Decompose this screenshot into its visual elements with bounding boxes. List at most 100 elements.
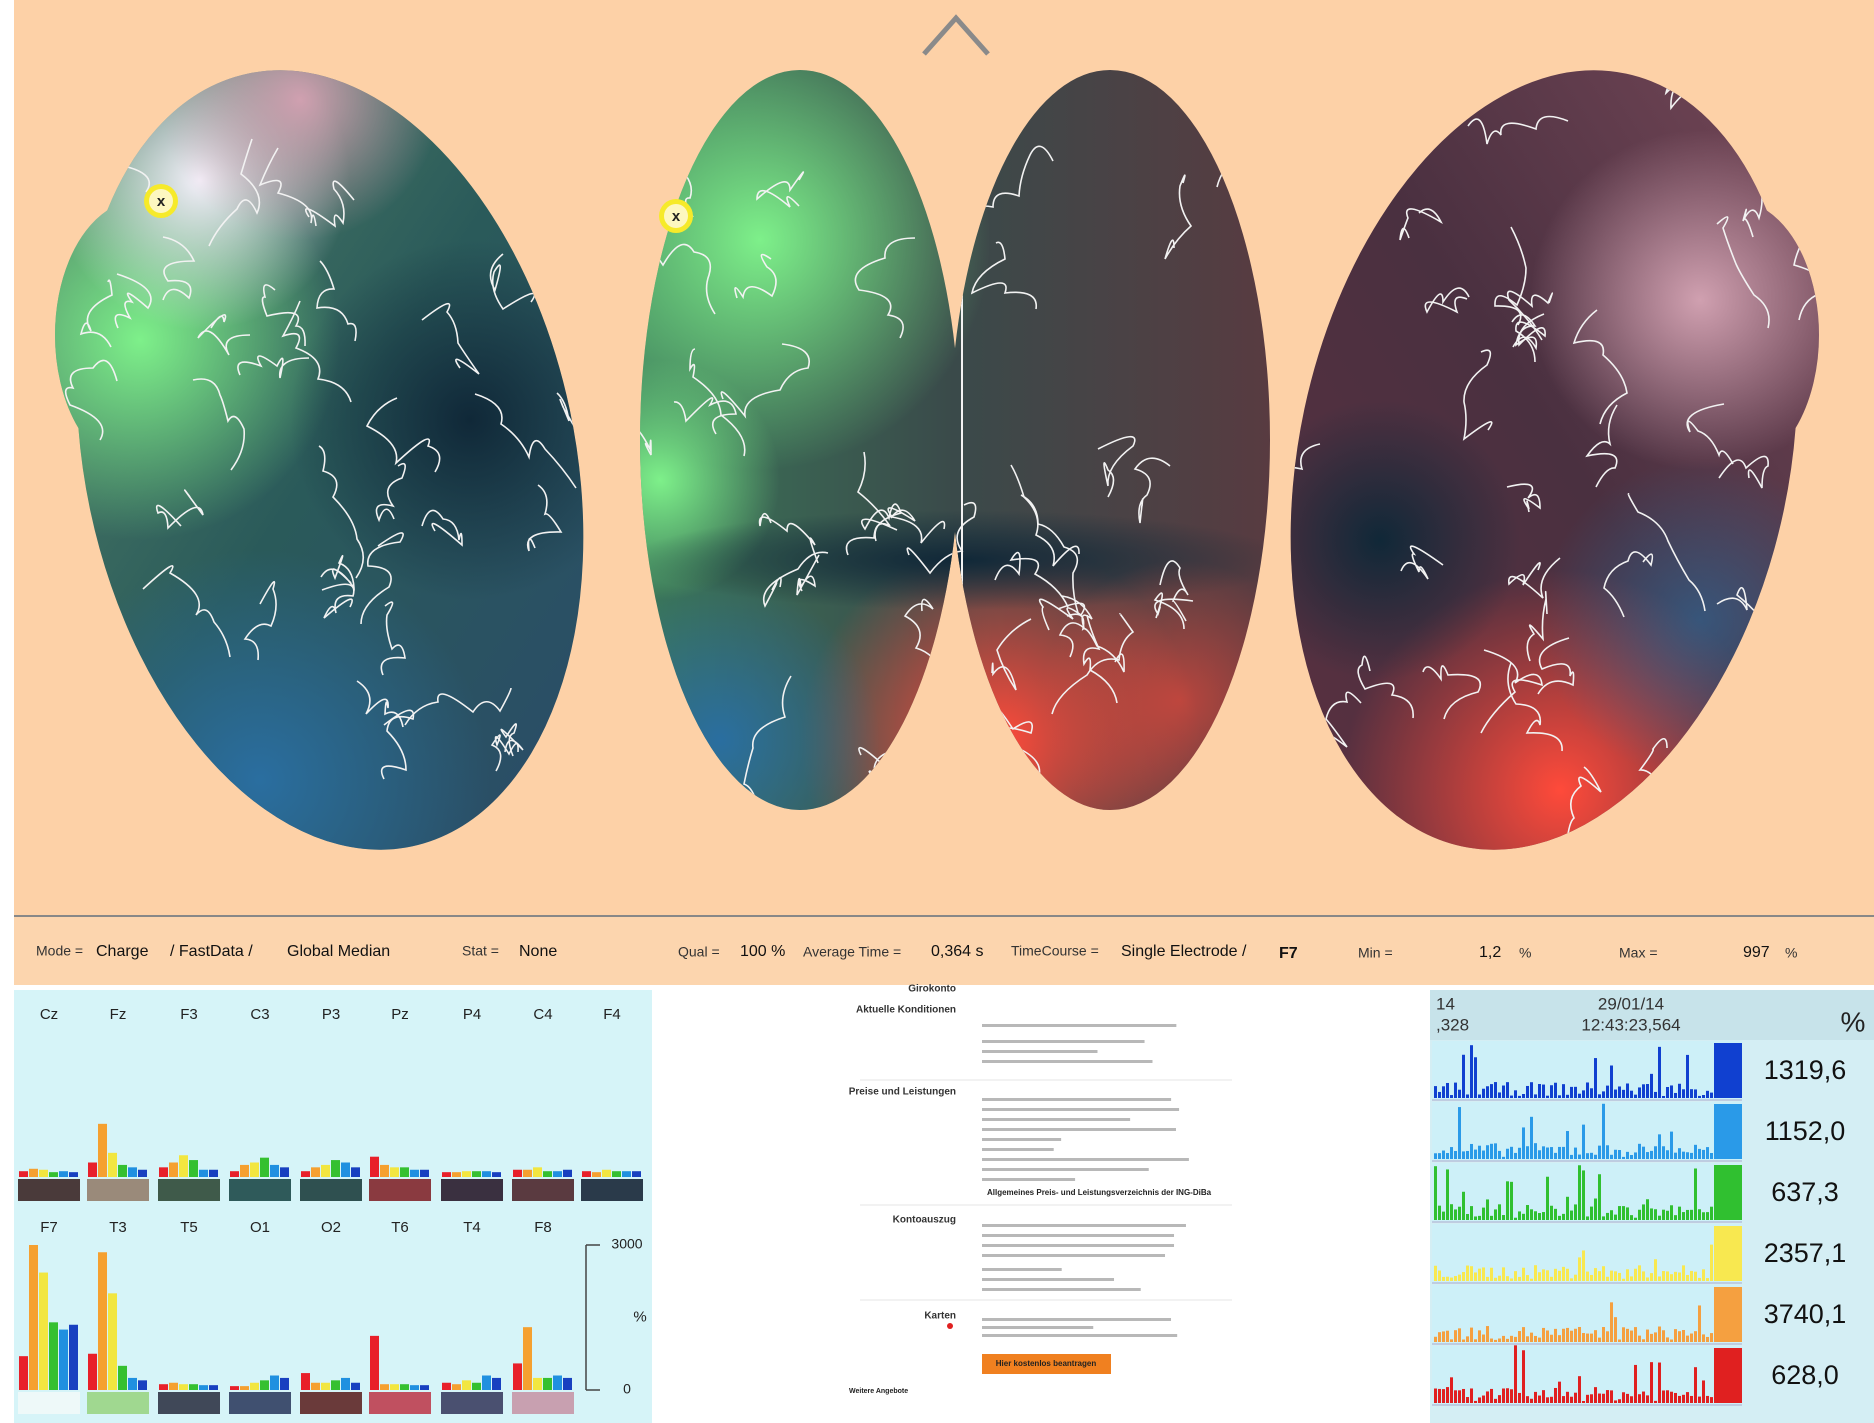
gyrus bbox=[360, 532, 404, 625]
trace-spike bbox=[1634, 1217, 1637, 1220]
trace-spike bbox=[1558, 1270, 1561, 1281]
trace-spike bbox=[1466, 1397, 1469, 1403]
electrode-strip bbox=[229, 1179, 291, 1201]
trace-spike bbox=[1486, 1199, 1489, 1220]
trace-spike bbox=[1682, 1212, 1685, 1220]
web-button-label[interactable]: Hier kostenlos beantragen bbox=[996, 1359, 1097, 1368]
trace-spike bbox=[1634, 1364, 1637, 1403]
trace-spike bbox=[1710, 1244, 1713, 1281]
gyrus bbox=[756, 171, 805, 208]
bar bbox=[128, 1377, 137, 1390]
bar bbox=[270, 1164, 279, 1177]
trace-spike bbox=[1562, 1396, 1565, 1403]
trace-spike bbox=[1538, 1083, 1541, 1098]
trace-spike bbox=[1558, 1335, 1561, 1342]
trace-spike bbox=[1654, 1259, 1657, 1281]
bar bbox=[612, 1171, 621, 1177]
trace-spike bbox=[1702, 1334, 1705, 1342]
gyrus bbox=[1494, 226, 1527, 326]
bar bbox=[582, 1171, 591, 1177]
bar bbox=[260, 1380, 269, 1390]
trace-spike bbox=[1550, 1205, 1553, 1220]
gyrus bbox=[243, 580, 277, 661]
trace-spike bbox=[1598, 1393, 1601, 1403]
gyrus bbox=[1153, 592, 1194, 630]
bar bbox=[118, 1365, 127, 1390]
web-button[interactable] bbox=[982, 1354, 1111, 1374]
trace-spike bbox=[1610, 1390, 1613, 1403]
gyrus bbox=[380, 601, 406, 676]
trace-spike bbox=[1690, 1209, 1693, 1220]
trace-spike bbox=[1506, 1181, 1509, 1220]
gyrus bbox=[1585, 404, 1618, 488]
trace-spike bbox=[1690, 1152, 1693, 1159]
trace-spike bbox=[1674, 1392, 1677, 1403]
trace-spike bbox=[1642, 1271, 1645, 1281]
trace-spike bbox=[1498, 1092, 1501, 1098]
trace-level bbox=[1714, 1226, 1742, 1281]
trace-spike bbox=[1678, 1206, 1681, 1220]
electrode-strip bbox=[512, 1392, 574, 1414]
trace-spike bbox=[1698, 1396, 1701, 1403]
trace-spike bbox=[1678, 1272, 1681, 1281]
trace-spike bbox=[1618, 1339, 1621, 1342]
trace-spike bbox=[1602, 1091, 1605, 1098]
web-section: Girokonto bbox=[908, 984, 956, 995]
trace-spike bbox=[1450, 1095, 1453, 1098]
trace-spike bbox=[1702, 1212, 1705, 1220]
trace-spike bbox=[1622, 1089, 1625, 1098]
trace-spike bbox=[1626, 1151, 1629, 1159]
trace-spike bbox=[1638, 1394, 1641, 1403]
trace-spike bbox=[1490, 1084, 1493, 1098]
trace-value: 1152,0 bbox=[1765, 1116, 1846, 1146]
collapse-caret[interactable] bbox=[922, 14, 990, 56]
trace-spike bbox=[1506, 1148, 1509, 1159]
trace-level bbox=[1714, 1043, 1742, 1098]
bar bbox=[400, 1384, 409, 1390]
trace-spike bbox=[1658, 1046, 1661, 1098]
trace-spike bbox=[1474, 1216, 1477, 1220]
trace-spike bbox=[1438, 1205, 1441, 1220]
trace-spike bbox=[1490, 1143, 1493, 1159]
trace-spike bbox=[1478, 1330, 1481, 1342]
trace-spike bbox=[1530, 1082, 1533, 1098]
trace-spike bbox=[1626, 1207, 1629, 1220]
trace-spike bbox=[1606, 1390, 1609, 1403]
value: 100 % bbox=[740, 943, 785, 960]
trace-spike bbox=[1530, 1398, 1533, 1403]
gyrus bbox=[1357, 655, 1414, 719]
gyrus bbox=[758, 512, 819, 564]
text-line bbox=[982, 1326, 1094, 1329]
bar bbox=[128, 1167, 137, 1177]
trace-spike bbox=[1582, 1333, 1585, 1342]
trace-spike bbox=[1510, 1181, 1513, 1220]
trace-spike bbox=[1658, 1215, 1661, 1220]
bar bbox=[341, 1377, 350, 1390]
gyrus bbox=[1742, 183, 1763, 238]
trace-spike bbox=[1434, 1388, 1437, 1403]
bar bbox=[410, 1169, 419, 1177]
trace-spike bbox=[1470, 1266, 1473, 1281]
gyrus bbox=[1566, 766, 1602, 843]
trace-spike bbox=[1578, 1376, 1581, 1403]
trace-spike bbox=[1554, 1268, 1557, 1281]
trace-spike bbox=[1650, 1073, 1653, 1098]
trace-spike bbox=[1662, 1146, 1665, 1159]
trace-spike bbox=[1458, 1390, 1461, 1403]
trace-spike bbox=[1490, 1267, 1493, 1281]
trace-spike bbox=[1502, 1156, 1505, 1159]
web-link[interactable]: Allgemeines Preis- und Leistungsverzeich… bbox=[987, 1188, 1212, 1197]
trace-spike bbox=[1622, 1156, 1625, 1159]
trace-spike bbox=[1542, 1327, 1545, 1342]
gyrus bbox=[743, 675, 792, 808]
trace-spike bbox=[1566, 1196, 1569, 1220]
brain-top bbox=[640, 70, 1270, 810]
trace-spike bbox=[1670, 1085, 1673, 1098]
gyrus bbox=[1686, 403, 1734, 465]
trace-spike bbox=[1458, 1328, 1461, 1342]
electrode-marker[interactable]: x bbox=[659, 199, 693, 233]
trace-spike bbox=[1586, 1394, 1589, 1403]
trace-spike bbox=[1526, 1146, 1529, 1159]
trace-spike bbox=[1598, 1337, 1601, 1342]
electrode-marker[interactable]: x bbox=[144, 184, 178, 218]
